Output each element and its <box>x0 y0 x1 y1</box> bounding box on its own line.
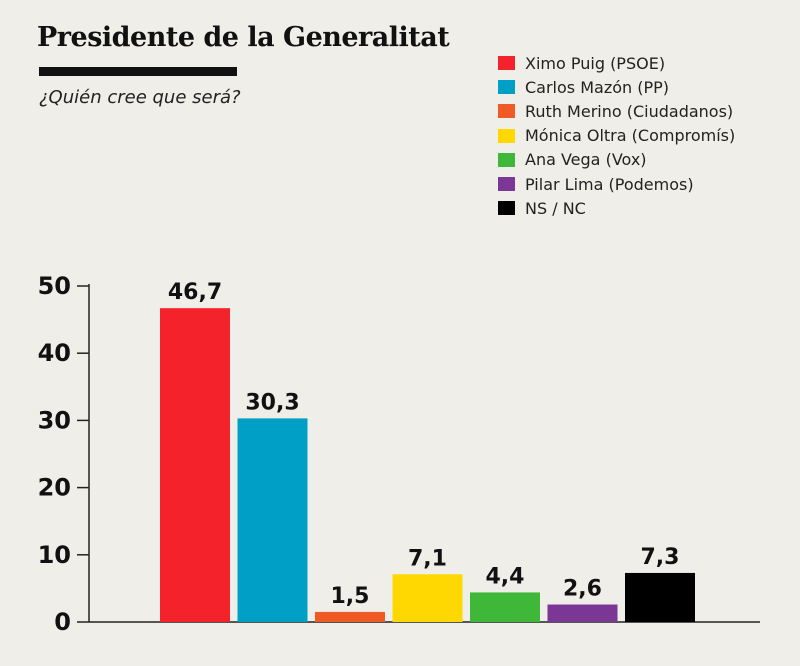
bar <box>392 574 463 622</box>
legend-label: Ximo Puig (PSOE) <box>525 53 666 73</box>
legend-label: NS / NC <box>525 198 586 218</box>
legend-swatch <box>498 201 515 216</box>
bar <box>547 604 618 622</box>
legend-swatch <box>498 152 515 167</box>
chart-subtitle: ¿Quién cree que será? <box>39 87 241 108</box>
legend-swatch <box>498 56 515 71</box>
legend-item: NS / NC <box>498 196 735 220</box>
bar <box>160 308 230 622</box>
bar <box>625 572 695 622</box>
bar-value-label: 7,3 <box>641 545 680 570</box>
legend-label: Ana Vega (Vox) <box>525 150 647 170</box>
legend-label: Carlos Mazón (PP) <box>525 77 670 97</box>
legend-swatch <box>498 104 515 119</box>
legend-item: Ruth Merino (Ciudadanos) <box>498 99 735 123</box>
bar-value-label: 30,3 <box>245 390 299 415</box>
title-rule <box>39 67 237 76</box>
bar-value-label: 46,7 <box>168 280 222 305</box>
y-tick-label: 10 <box>38 541 71 569</box>
bar <box>315 611 385 622</box>
legend-item: Mónica Oltra (Compromís) <box>498 124 735 148</box>
bar <box>237 418 308 622</box>
y-tick-label: 50 <box>38 272 71 300</box>
chart-title: Presidente de la Generalitat <box>37 22 450 53</box>
y-tick-label: 0 <box>54 608 71 636</box>
legend-swatch <box>498 128 515 143</box>
bar-value-label: 7,1 <box>408 546 447 571</box>
bar-value-label: 1,5 <box>331 584 370 609</box>
y-tick-label: 20 <box>38 474 71 502</box>
bar-value-label: 2,6 <box>563 577 602 602</box>
legend-item: Ana Vega (Vox) <box>498 148 735 172</box>
legend-swatch <box>498 177 515 192</box>
legend-item: Carlos Mazón (PP) <box>498 75 735 99</box>
y-tick-label: 40 <box>38 339 71 367</box>
y-tick-label: 30 <box>38 406 71 434</box>
legend-item: Ximo Puig (PSOE) <box>498 51 735 75</box>
legend-label: Mónica Oltra (Compromís) <box>525 126 736 146</box>
legend-swatch <box>498 80 515 95</box>
legend-item: Pilar Lima (Podemos) <box>498 172 735 196</box>
bar-value-label: 4,4 <box>486 564 525 589</box>
chart-legend: Ximo Puig (PSOE) Carlos Mazón (PP) Ruth Me… <box>498 51 735 220</box>
bar <box>470 592 540 622</box>
legend-label: Pilar Lima (Podemos) <box>525 174 694 194</box>
legend-label: Ruth Merino (Ciudadanos) <box>525 101 734 121</box>
